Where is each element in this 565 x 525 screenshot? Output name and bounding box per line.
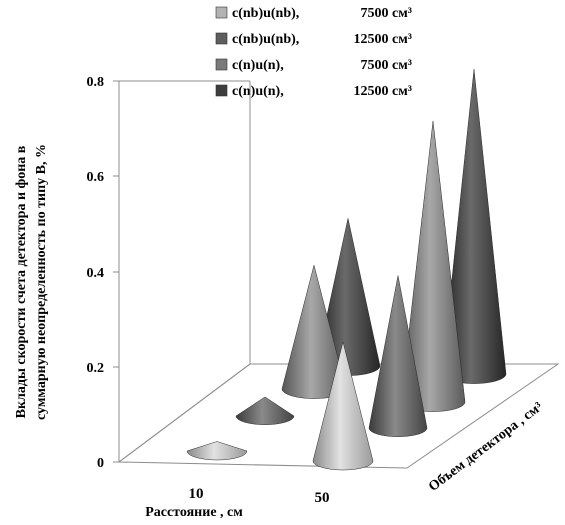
y-ticks: [113, 80, 119, 463]
x-tick-label-1: 50: [315, 490, 330, 506]
legend-swatch-2: [215, 58, 228, 71]
cone-body-s1-c1: [368, 275, 428, 437]
cone-marks: [186, 69, 507, 471]
cone-s1-c0: [235, 396, 295, 425]
y-tick-label-4: 0.8: [87, 75, 105, 90]
legend-item-0: c(nb)u(nb), 7500 см³: [215, 6, 412, 21]
legend-item-1: c(nb)u(nb), 12500 см³: [215, 32, 412, 47]
legend-swatch-0: [215, 6, 228, 19]
cone-body-s1-c0: [235, 396, 295, 425]
cone-s1-c1: [368, 275, 428, 437]
legend-item-3: c(n)u(n), 12500 см³: [215, 84, 412, 99]
y-tick-label-0: 0: [97, 456, 104, 471]
y-axis-title-line1: Вклады скорости счета детектора и фона в: [14, 145, 29, 418]
legend-swatch-3: [215, 84, 228, 97]
x-tick-labels: 10 50: [189, 486, 330, 506]
legend: c(nb)u(nb), 7500 см³ c(nb)u(nb), 12500 с…: [215, 6, 412, 99]
floor-depth-line: [118, 363, 251, 463]
cone-body-s0-c1: [312, 341, 374, 471]
y-tick-label-3: 0.6: [87, 170, 105, 185]
y-axis-title-line2: суммарную неопределенность по типу В, %: [34, 144, 49, 420]
cone-body-s0-c0: [186, 441, 248, 461]
x-axis-title: Расстояние , см: [145, 505, 243, 520]
cone-s0-c0: [186, 441, 248, 461]
legend-volume-2: 7500 см³: [361, 58, 412, 73]
legend-label-1: c(nb)u(nb),: [232, 32, 299, 47]
y-axis-title: Вклады скорости счета детектора и фона в…: [14, 144, 49, 420]
y-tick-label-1: 0.2: [87, 361, 105, 376]
x-tick-label-0: 10: [189, 486, 204, 502]
legend-label-0: c(nb)u(nb),: [232, 6, 299, 21]
legend-swatch-1: [215, 32, 228, 45]
legend-label-2: c(n)u(n),: [232, 58, 284, 73]
cone-s0-c1: [312, 341, 374, 471]
legend-item-2: c(n)u(n), 7500 см³: [215, 58, 412, 73]
legend-volume-1: 12500 см³: [354, 32, 412, 47]
legend-volume-3: 12500 см³: [354, 84, 412, 99]
legend-label-3: c(n)u(n),: [232, 84, 284, 99]
y-tick-label-2: 0.4: [87, 266, 105, 281]
legend-volume-0: 7500 см³: [361, 6, 412, 21]
y-tick-labels: 0 0.2 0.4 0.6 0.8: [87, 75, 105, 471]
